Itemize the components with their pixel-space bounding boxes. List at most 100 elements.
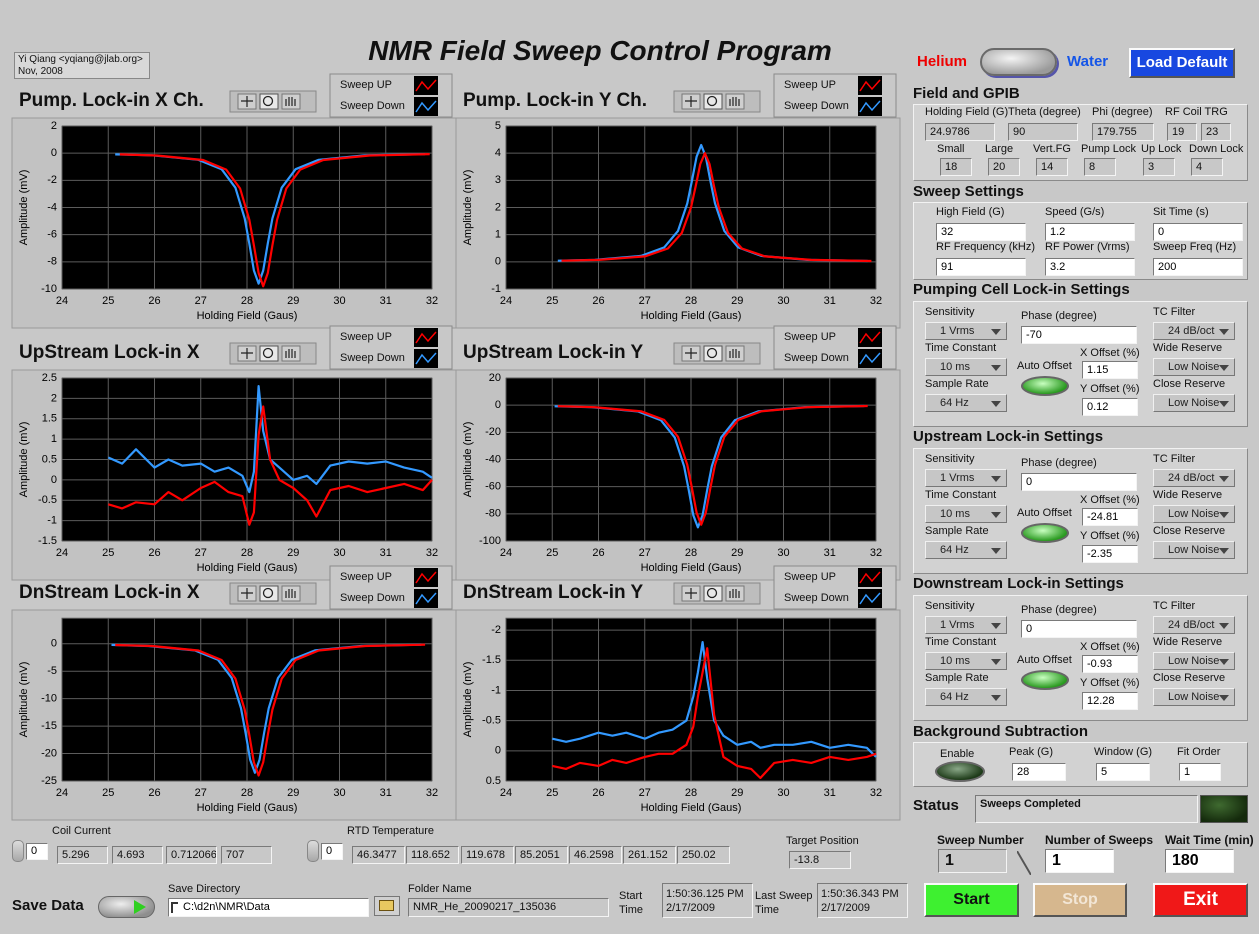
field-input[interactable]: -24.81 [1082, 508, 1138, 526]
target-value: -13.8 [789, 851, 851, 869]
field-input[interactable]: -2.35 [1082, 545, 1138, 563]
counter-label: Wait Time (min) [1165, 833, 1254, 847]
start-button[interactable]: Start [924, 883, 1019, 917]
dropdown[interactable]: 24 dB/oct [1153, 322, 1235, 340]
field-input[interactable]: -70 [1021, 326, 1137, 344]
enable-switch[interactable] [935, 761, 985, 782]
x-tick-label: 24 [500, 295, 512, 307]
graph-title: DnStream Lock-in X [19, 582, 200, 603]
field-label: Close Reserve [1153, 672, 1226, 684]
field-input[interactable]: 0 [1021, 473, 1137, 491]
tool-pan [281, 345, 301, 362]
x-tick-label: 26 [592, 295, 604, 307]
legend-label: Sweep Down [340, 100, 405, 112]
path-input[interactable]: C:\d2n\NMR\Data [168, 898, 369, 917]
legend-swatch [858, 328, 882, 347]
x-tick-label: 24 [56, 787, 68, 799]
dropdown[interactable]: 24 dB/oct [1153, 469, 1235, 487]
tool-pan [725, 585, 745, 602]
field-label: Y Offset (%) [1080, 383, 1140, 395]
dropdown[interactable]: Low Noise [1153, 541, 1235, 559]
x-tick-label: 27 [195, 787, 207, 799]
tool-pan [725, 345, 745, 362]
field-input[interactable]: 1.15 [1082, 361, 1138, 379]
load-default-button[interactable]: Load Default [1129, 48, 1235, 78]
legend-swatch-line [415, 331, 437, 344]
index-value[interactable]: 0 [321, 843, 343, 860]
x-axis-label: Holding Field (Gaus) [197, 802, 298, 814]
x-tick-label: 29 [731, 787, 743, 799]
dropdown[interactable]: 10 ms [925, 652, 1007, 670]
field-input[interactable]: 3.2 [1045, 258, 1135, 276]
save-switch[interactable] [98, 896, 155, 918]
spinner[interactable] [307, 840, 319, 862]
dropdown[interactable]: 1 Vrms [925, 469, 1007, 487]
field-input[interactable]: 1 [1179, 763, 1221, 781]
field-input[interactable]: 0 [1021, 620, 1137, 638]
field-label: Sit Time (s) [1153, 206, 1209, 218]
legend-swatch-line [415, 352, 437, 365]
dropdown[interactable]: Low Noise [1153, 688, 1235, 706]
dropdown[interactable]: 64 Hz [925, 394, 1007, 412]
auto-offset-switch[interactable] [1021, 523, 1069, 543]
field-label: Time Constant [925, 489, 997, 501]
dropdown[interactable]: 64 Hz [925, 688, 1007, 706]
y-tick-label: 3 [495, 174, 501, 186]
field-input[interactable]: 12.28 [1082, 692, 1138, 710]
mode-water: Water [1067, 53, 1109, 70]
dropdown[interactable]: 24 dB/oct [1153, 616, 1235, 634]
stop-button[interactable]: Stop [1033, 883, 1127, 917]
dropdown[interactable]: 1 Vrms [925, 322, 1007, 340]
legend-swatch-line [415, 79, 437, 92]
field-input[interactable]: 91 [936, 258, 1026, 276]
legend-swatch [414, 349, 438, 368]
field-label: Phase (degree) [1021, 310, 1097, 322]
series-line [107, 405, 433, 526]
field-input[interactable]: -0.93 [1082, 655, 1138, 673]
field-input[interactable]: 32 [936, 223, 1026, 241]
field-label: Window (G) [1094, 746, 1153, 758]
dropdown[interactable]: 64 Hz [925, 541, 1007, 559]
field-label: Start Time [619, 890, 644, 916]
dropdown[interactable]: Low Noise [1153, 358, 1235, 376]
x-tick-label: 26 [592, 547, 604, 559]
spinner[interactable] [12, 840, 24, 862]
field-value: 20 [988, 158, 1020, 176]
field-label: Wide Reserve [1153, 489, 1223, 501]
field-input[interactable]: 0 [1153, 223, 1243, 241]
legend-swatch-line [415, 571, 437, 584]
dropdown[interactable]: 10 ms [925, 358, 1007, 376]
y-tick-label: -10 [41, 693, 57, 705]
dropdown[interactable]: Low Noise [1153, 394, 1235, 412]
index-value[interactable]: 0 [26, 843, 48, 860]
auto-offset-switch[interactable] [1021, 670, 1069, 690]
dropdown[interactable]: Low Noise [1153, 652, 1235, 670]
dropdown[interactable]: Low Noise [1153, 505, 1235, 523]
legend-swatch-line [859, 352, 881, 365]
browse-icon [379, 900, 394, 911]
y-tick-label: -1.5 [38, 535, 57, 547]
y-tick-label: -15 [41, 720, 57, 732]
field-input[interactable]: 0.12 [1082, 398, 1138, 416]
mode-switch[interactable] [980, 48, 1057, 76]
field-label: Save Directory [168, 883, 241, 895]
dropdown[interactable]: 1 Vrms [925, 616, 1007, 634]
counter-value[interactable]: 1 [1045, 849, 1114, 873]
legend-swatch [858, 76, 882, 95]
field-input[interactable]: 5 [1096, 763, 1150, 781]
exit-button[interactable]: Exit [1153, 883, 1248, 917]
field-input[interactable]: 1.2 [1045, 223, 1135, 241]
x-tick-label: 25 [546, 547, 558, 559]
counter-value[interactable]: 180 [1165, 849, 1234, 873]
field-value: 8 [1084, 158, 1116, 176]
y-tick-label: -2 [47, 174, 57, 186]
field-value: 19 [1167, 123, 1197, 141]
field-label: Enable [940, 748, 975, 760]
auto-offset-switch[interactable] [1021, 376, 1069, 396]
tool-pan-icon [285, 589, 296, 598]
field-input[interactable]: 28 [1012, 763, 1066, 781]
field-input[interactable]: 200 [1153, 258, 1243, 276]
dropdown[interactable]: 10 ms [925, 505, 1007, 523]
x-tick-label: 30 [333, 787, 345, 799]
